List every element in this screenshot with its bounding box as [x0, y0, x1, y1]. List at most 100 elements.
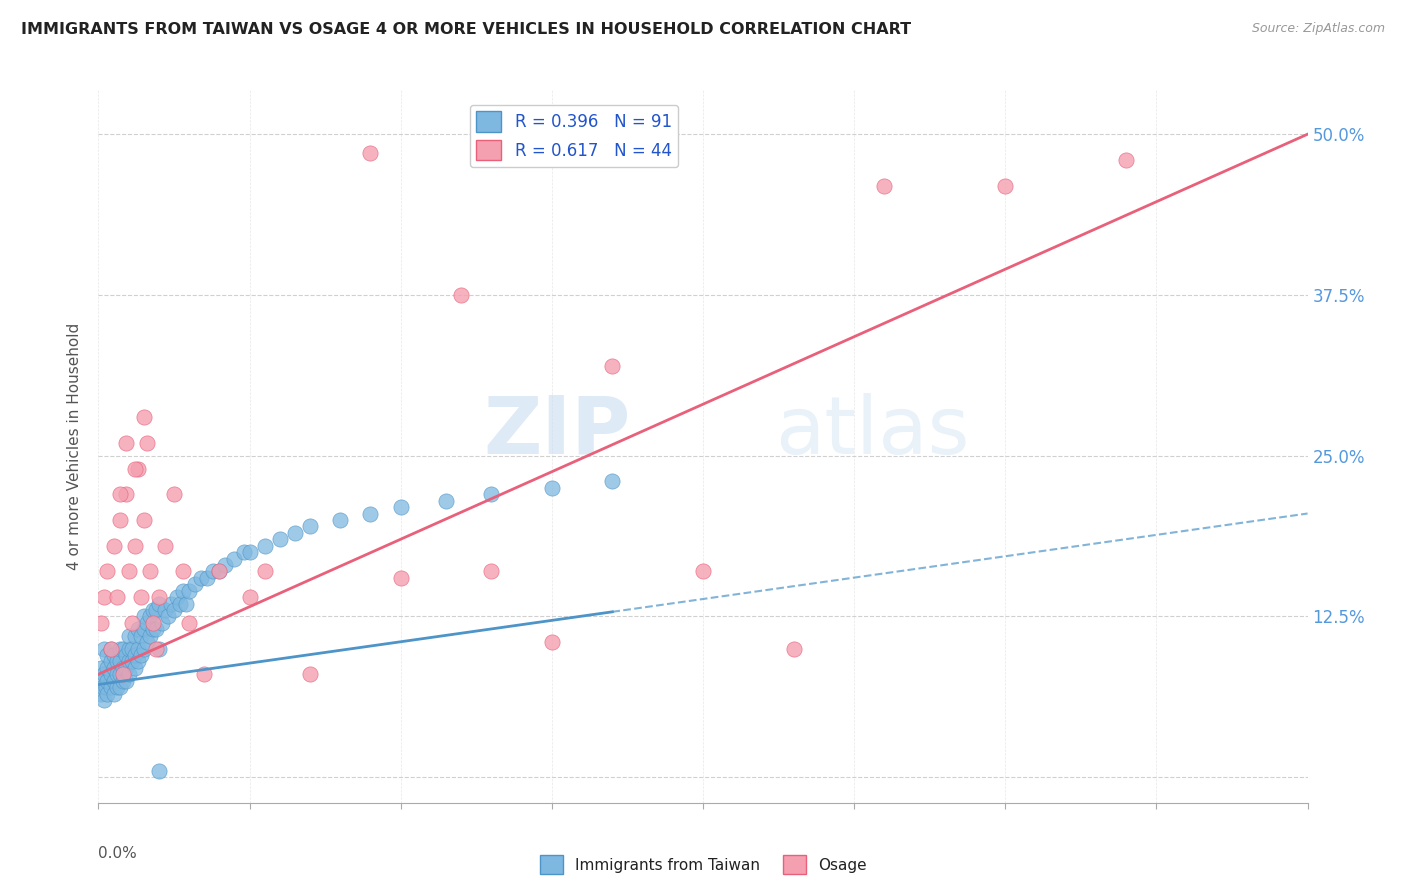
Point: [145, 641, 167, 656]
Point: [127, 654, 149, 668]
Point: [90, 661, 112, 675]
Point: [269, 533, 291, 547]
Point: [118, 629, 141, 643]
Point: [96, 673, 118, 688]
Point: [132, 609, 155, 624]
Point: [90, 686, 112, 700]
Point: [142, 615, 165, 630]
Text: ZIP: ZIP: [484, 392, 630, 471]
Point: [169, 597, 191, 611]
Point: [127, 461, 149, 475]
Point: [156, 609, 179, 624]
Point: [108, 513, 131, 527]
Point: [108, 641, 131, 656]
Point: [253, 565, 276, 579]
Text: Source: ZipAtlas.com: Source: ZipAtlas.com: [1251, 22, 1385, 36]
Point: [127, 641, 149, 656]
Point: [114, 673, 136, 688]
Point: [124, 648, 146, 662]
Text: atlas: atlas: [776, 392, 970, 471]
Point: [239, 545, 262, 559]
Point: [202, 565, 225, 579]
Point: [434, 493, 457, 508]
Point: [145, 622, 167, 636]
Point: [148, 590, 170, 604]
Point: [150, 615, 173, 630]
Point: [148, 641, 170, 656]
Point: [96, 648, 118, 662]
Point: [114, 648, 136, 662]
Point: [96, 661, 118, 675]
Point: [193, 667, 215, 681]
Point: [481, 565, 503, 579]
Point: [360, 507, 382, 521]
Point: [602, 359, 624, 373]
Point: [108, 487, 131, 501]
Point: [114, 661, 136, 675]
Point: [105, 680, 128, 694]
Point: [135, 635, 157, 649]
Point: [91, 680, 114, 694]
Point: [360, 146, 382, 161]
Point: [163, 487, 186, 501]
Text: 0.0%: 0.0%: [98, 846, 138, 861]
Point: [1115, 153, 1137, 167]
Point: [127, 622, 149, 636]
Point: [163, 603, 186, 617]
Legend: R = 0.396   N = 91, R = 0.617   N = 44: R = 0.396 N = 91, R = 0.617 N = 44: [470, 104, 678, 167]
Point: [93, 667, 115, 681]
Point: [139, 629, 162, 643]
Point: [103, 648, 125, 662]
Point: [132, 641, 155, 656]
Point: [111, 667, 134, 681]
Point: [329, 513, 352, 527]
Point: [174, 597, 197, 611]
Point: [114, 487, 136, 501]
Point: [89, 673, 111, 688]
Text: IMMIGRANTS FROM TAIWAN VS OSAGE 4 OR MORE VEHICLES IN HOUSEHOLD CORRELATION CHAR: IMMIGRANTS FROM TAIWAN VS OSAGE 4 OR MOR…: [21, 22, 911, 37]
Point: [93, 641, 115, 656]
Point: [105, 654, 128, 668]
Point: [190, 571, 212, 585]
Point: [108, 680, 131, 694]
Point: [153, 603, 176, 617]
Point: [100, 641, 122, 656]
Y-axis label: 4 or more Vehicles in Household: 4 or more Vehicles in Household: [67, 322, 83, 570]
Point: [124, 661, 146, 675]
Point: [124, 539, 146, 553]
Point: [103, 673, 125, 688]
Point: [142, 603, 165, 617]
Point: [299, 667, 322, 681]
Point: [118, 667, 141, 681]
Point: [179, 615, 201, 630]
Point: [103, 661, 125, 675]
Point: [124, 629, 146, 643]
Point: [105, 590, 128, 604]
Point: [90, 615, 112, 630]
Point: [129, 590, 152, 604]
Point: [540, 481, 562, 495]
Point: [124, 461, 146, 475]
Point: [111, 641, 134, 656]
Point: [114, 435, 136, 450]
Point: [148, 597, 170, 611]
Point: [299, 519, 322, 533]
Point: [103, 539, 125, 553]
Point: [100, 654, 122, 668]
Point: [540, 635, 562, 649]
Point: [118, 565, 141, 579]
Point: [100, 641, 122, 656]
Point: [994, 178, 1017, 193]
Point: [100, 680, 122, 694]
Point: [184, 577, 207, 591]
Point: [450, 288, 472, 302]
Point: [214, 558, 236, 572]
Point: [121, 654, 143, 668]
Point: [172, 565, 194, 579]
Point: [284, 525, 307, 540]
Point: [108, 654, 131, 668]
Point: [129, 629, 152, 643]
Point: [96, 565, 118, 579]
Point: [153, 539, 176, 553]
Point: [111, 673, 134, 688]
